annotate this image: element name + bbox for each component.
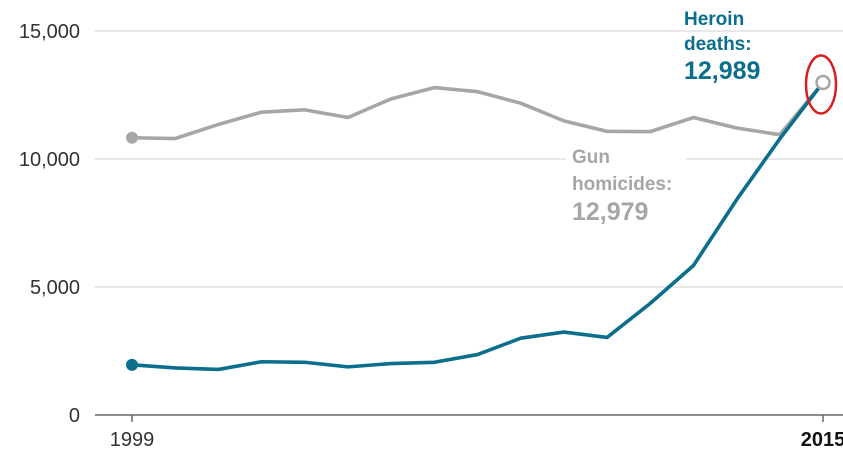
series-line-gun-homicides <box>130 80 825 141</box>
x-axis-ticks: 1999 2015 <box>110 415 843 451</box>
gun-annotation: Gun homicides: 12,979 <box>566 142 686 232</box>
start-marker-heroin-deaths <box>126 358 138 371</box>
gun-label-background <box>566 142 686 232</box>
gun-value: 12,979 <box>572 198 648 226</box>
highlight-circle <box>804 54 838 115</box>
gun-label-line1: Gun <box>572 147 610 168</box>
end-marker <box>815 74 831 91</box>
heroin-annotation: Heroin deaths: 12,989 <box>684 9 760 85</box>
series-line-heroin-deaths <box>130 80 825 372</box>
endpoint-markers <box>126 74 831 371</box>
y-tick-label: 15,000 <box>19 21 80 43</box>
heroin-label-line1: Heroin <box>684 9 744 30</box>
heroin-label-line2: deaths: <box>684 34 752 55</box>
y-tick-label: 0 <box>69 405 80 427</box>
series-layer <box>130 80 825 372</box>
y-tick-label: 10,000 <box>19 149 80 171</box>
heroin-value: 12,989 <box>684 57 760 85</box>
x-tick-label: 2015 <box>801 429 843 451</box>
start-marker-gun-homicides <box>126 131 138 144</box>
y-axis-ticks: 0 5,000 10,000 15,000 <box>19 21 80 427</box>
y-tick-label: 5,000 <box>30 277 80 299</box>
gun-label-line2: homicides: <box>572 174 672 195</box>
x-tick-label: 1999 <box>110 429 155 451</box>
grid-lines <box>95 30 843 416</box>
